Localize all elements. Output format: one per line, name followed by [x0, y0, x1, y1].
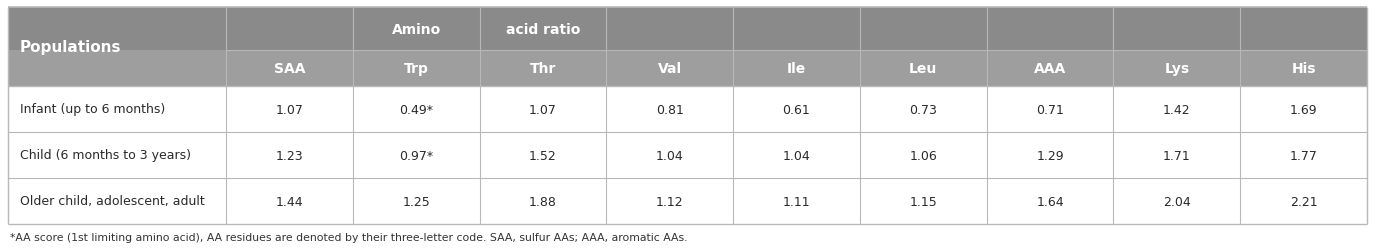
Text: Amino: Amino	[392, 22, 441, 36]
Text: 0.61: 0.61	[782, 103, 810, 116]
Text: 1.77: 1.77	[1290, 149, 1317, 162]
Text: 0.71: 0.71	[1037, 103, 1064, 116]
Text: 1.42: 1.42	[1163, 103, 1191, 116]
Text: 1.69: 1.69	[1290, 103, 1317, 116]
Text: 1.07: 1.07	[275, 103, 304, 116]
Text: Infant (up to 6 months): Infant (up to 6 months)	[21, 103, 165, 116]
Text: *AA score (1st limiting amino acid), AA residues are denoted by their three-lett: *AA score (1st limiting amino acid), AA …	[10, 232, 688, 242]
Text: Ile: Ile	[786, 62, 806, 76]
Bar	[8, 133, 1367, 178]
Text: 1.07: 1.07	[529, 103, 557, 116]
Text: Trp: Trp	[404, 62, 429, 76]
Text: Thr: Thr	[529, 62, 556, 76]
Text: Leu: Leu	[909, 62, 938, 76]
Text: Val: Val	[657, 62, 682, 76]
Text: 1.64: 1.64	[1037, 195, 1064, 208]
Text: SAA: SAA	[274, 62, 305, 76]
Text: 0.97*: 0.97*	[399, 149, 433, 162]
Text: 2.04: 2.04	[1163, 195, 1191, 208]
Bar	[8, 87, 1367, 133]
Text: 1.12: 1.12	[656, 195, 683, 208]
Text: 0.81: 0.81	[656, 103, 683, 116]
Text: 1.71: 1.71	[1163, 149, 1191, 162]
Text: Lys: Lys	[1165, 62, 1189, 76]
Text: 1.44: 1.44	[275, 195, 304, 208]
Text: 1.04: 1.04	[656, 149, 683, 162]
Text: 1.25: 1.25	[403, 195, 430, 208]
Text: 1.88: 1.88	[529, 195, 557, 208]
Text: Child (6 months to 3 years): Child (6 months to 3 years)	[21, 149, 191, 162]
Text: 0.73: 0.73	[909, 103, 938, 116]
Text: Older child, adolescent, adult: Older child, adolescent, adult	[21, 195, 205, 208]
Bar	[8, 178, 1367, 224]
Text: acid ratio: acid ratio	[506, 22, 580, 36]
Text: 1.15: 1.15	[909, 195, 938, 208]
Text: Populations: Populations	[21, 40, 121, 55]
Text: 1.11: 1.11	[782, 195, 810, 208]
Text: 1.06: 1.06	[909, 149, 938, 162]
Text: 2.21: 2.21	[1290, 195, 1317, 208]
Text: 1.04: 1.04	[782, 149, 810, 162]
Text: AAA: AAA	[1034, 62, 1066, 76]
Bar	[8, 51, 1367, 87]
Text: 1.23: 1.23	[275, 149, 304, 162]
Text: 1.52: 1.52	[529, 149, 557, 162]
Text: 0.49*: 0.49*	[399, 103, 433, 116]
Text: 1.29: 1.29	[1037, 149, 1064, 162]
Bar	[8, 8, 1367, 51]
Text: His: His	[1291, 62, 1316, 76]
